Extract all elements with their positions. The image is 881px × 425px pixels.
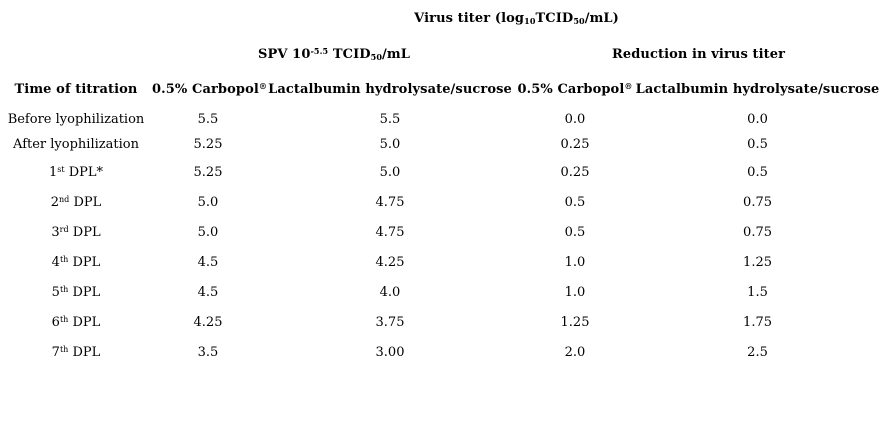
spacer-cell xyxy=(0,38,152,72)
column-header-row: Time of titration 0.5% Carbopol® Lactalb… xyxy=(0,72,881,108)
table-row: 1st DPL* 5.25 5.0 0.25 0.5 xyxy=(0,158,881,188)
cell-value: 5.0 xyxy=(379,137,401,153)
cell-value: 4.0 xyxy=(379,284,401,300)
cell-value: 5.0 xyxy=(197,194,219,210)
cell-value: 0.5 xyxy=(564,194,586,210)
cell-value: 0.5 xyxy=(747,164,768,180)
cell-value: 1.0 xyxy=(564,284,586,300)
row-label: Before lyophilization xyxy=(7,112,145,128)
group-header-row: SPV 10-5.5 TCID50/mL Reduction in virus … xyxy=(0,38,881,72)
table-row: 2nd DPL 5.0 4.75 0.5 0.75 xyxy=(0,188,881,218)
table-body: Before lyophilization 5.5 5.5 0.0 0.0 After l… xyxy=(0,108,881,368)
cell-value: 5.5 xyxy=(197,112,219,128)
cell-value: 0.5 xyxy=(747,137,768,153)
table-row: 5th DPL 4.5 4.0 1.0 1.5 xyxy=(0,278,881,308)
col-header-time-of-titration: Time of titration xyxy=(14,81,138,97)
cell-value: 2.0 xyxy=(564,344,586,360)
group-header-spv-titer: SPV 10-5.5 TCID50/mL xyxy=(258,46,410,63)
row-label: 5th DPL xyxy=(51,284,101,300)
row-label: 3rd DPL xyxy=(51,224,101,240)
cell-value: 4.75 xyxy=(375,224,405,240)
row-label: 1st DPL* xyxy=(48,164,104,180)
cell-value: 0.25 xyxy=(560,164,590,180)
row-label: After lyophilization xyxy=(13,137,139,153)
virus-titer-table: Virus titer (log10TCID50/mL) SPV 10-5.5 … xyxy=(0,0,881,368)
cell-value: 0.5 xyxy=(564,224,586,240)
row-label: 2nd DPL xyxy=(50,194,102,210)
cell-value: 1.75 xyxy=(743,314,772,330)
table-title: Virus titer (log10TCID50/mL) xyxy=(414,10,619,27)
cell-value: 1.25 xyxy=(560,314,590,330)
col-header-carbopol-titer: 0.5% Carbopol® xyxy=(152,81,268,97)
cell-value: 4.5 xyxy=(197,284,219,300)
cell-value: 4.25 xyxy=(193,314,223,330)
row-label: 7th DPL xyxy=(51,344,101,360)
cell-value: 0.75 xyxy=(743,194,772,210)
table-row: 3rd DPL 5.0 4.75 0.5 0.75 xyxy=(0,218,881,248)
cell-value: 4.5 xyxy=(197,254,219,270)
table-row: 7th DPL 3.5 3.00 2.0 2.5 xyxy=(0,338,881,368)
table-row: 4th DPL 4.5 4.25 1.0 1.25 xyxy=(0,248,881,278)
cell-value: 1.0 xyxy=(564,254,586,270)
cell-value: 3.75 xyxy=(375,314,405,330)
table-row: 6th DPL 4.25 3.75 1.25 1.75 xyxy=(0,308,881,338)
cell-value: 4.75 xyxy=(375,194,405,210)
cell-value: 5.5 xyxy=(379,112,401,128)
col-header-lactalbumin-reduction: Lactalbumin hydrolysate/sucrose xyxy=(635,81,880,97)
cell-value: 0.25 xyxy=(560,137,590,153)
col-header-lactalbumin-titer: Lactalbumin hydrolysate/sucrose xyxy=(268,81,512,97)
table-row: After lyophilization 5.25 5.0 0.25 0.5 xyxy=(0,133,881,158)
cell-value: 5.0 xyxy=(379,164,401,180)
cell-value: 0.0 xyxy=(564,112,586,128)
cell-value: 5.0 xyxy=(197,224,219,240)
cell-value: 3.00 xyxy=(375,344,405,360)
col-header-carbopol-reduction: 0.5% Carbopol® xyxy=(517,81,633,97)
cell-value: 1.25 xyxy=(743,254,772,270)
cell-value: 0.75 xyxy=(743,224,772,240)
table-title-row: Virus titer (log10TCID50/mL) xyxy=(0,0,881,38)
spacer-cell xyxy=(0,0,152,38)
cell-value: 2.5 xyxy=(747,344,768,360)
cell-value: 3.5 xyxy=(197,344,219,360)
group-header-reduction: Reduction in virus titer xyxy=(611,46,786,62)
row-label: 6th DPL xyxy=(51,314,101,330)
cell-value: 5.25 xyxy=(193,137,223,153)
cell-value: 1.5 xyxy=(747,284,768,300)
cell-value: 4.25 xyxy=(375,254,405,270)
row-label: 4th DPL xyxy=(51,254,101,270)
cell-value: 5.25 xyxy=(193,164,223,180)
table-row: Before lyophilization 5.5 5.5 0.0 0.0 xyxy=(0,108,881,133)
cell-value: 0.0 xyxy=(747,112,768,128)
